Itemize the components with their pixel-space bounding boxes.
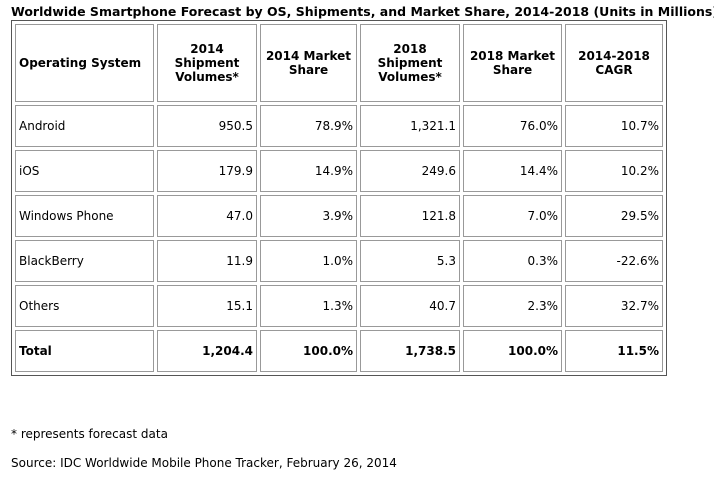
cell: 40.7 [360, 285, 460, 327]
cell: 100.0% [260, 330, 357, 372]
source: Source: IDC Worldwide Mobile Phone Track… [11, 456, 397, 470]
cell: 10.7% [565, 105, 663, 147]
cell: 14.4% [463, 150, 562, 192]
cell: -22.6% [565, 240, 663, 282]
cell: 7.0% [463, 195, 562, 237]
cell: 121.8 [360, 195, 460, 237]
cell: 47.0 [157, 195, 257, 237]
row-label: Android [15, 105, 154, 147]
cell: 32.7% [565, 285, 663, 327]
cell: 29.5% [565, 195, 663, 237]
header-cell: 2014-2018 CAGR [565, 24, 663, 102]
cell: 10.2% [565, 150, 663, 192]
forecast-table: Operating System 2014 Shipment Volumes* 20… [11, 20, 667, 376]
cell: 78.9% [260, 105, 357, 147]
cell: 100.0% [463, 330, 562, 372]
cell: 11.5% [565, 330, 663, 372]
header-cell: 2014 Shipment Volumes* [157, 24, 257, 102]
header-row: Operating System 2014 Shipment Volumes* 20… [15, 24, 663, 102]
row-label: Windows Phone [15, 195, 154, 237]
table-row: Total 1,204.4 100.0% 1,738.5 100.0% 11.5% [15, 330, 663, 372]
header-cell: 2018 Shipment Volumes* [360, 24, 460, 102]
cell: 15.1 [157, 285, 257, 327]
table-row: iOS 179.9 14.9% 249.6 14.4% 10.2% [15, 150, 663, 192]
cell: 1.3% [260, 285, 357, 327]
cell: 76.0% [463, 105, 562, 147]
cell: 14.9% [260, 150, 357, 192]
cell: 0.3% [463, 240, 562, 282]
header-cell: 2014 Market Share [260, 24, 357, 102]
table-row: Android 950.5 78.9% 1,321.1 76.0% 10.7% [15, 105, 663, 147]
cell: 2.3% [463, 285, 562, 327]
row-label: iOS [15, 150, 154, 192]
footnote: * represents forecast data [11, 427, 168, 441]
cell: 1,738.5 [360, 330, 460, 372]
table-row: Windows Phone 47.0 3.9% 121.8 7.0% 29.5% [15, 195, 663, 237]
row-label: BlackBerry [15, 240, 154, 282]
title: Worldwide Smartphone Forecast by OS, Shi… [11, 4, 714, 19]
cell: 249.6 [360, 150, 460, 192]
table-row: Others 15.1 1.3% 40.7 2.3% 32.7% [15, 285, 663, 327]
cell: 1,321.1 [360, 105, 460, 147]
table-row: BlackBerry 11.9 1.0% 5.3 0.3% -22.6% [15, 240, 663, 282]
header-cell: Operating System [15, 24, 154, 102]
cell: 5.3 [360, 240, 460, 282]
cell: 1,204.4 [157, 330, 257, 372]
cell: 1.0% [260, 240, 357, 282]
row-label: Total [15, 330, 154, 372]
header-cell: 2018 Market Share [463, 24, 562, 102]
cell: 950.5 [157, 105, 257, 147]
cell: 11.9 [157, 240, 257, 282]
row-label: Others [15, 285, 154, 327]
cell: 179.9 [157, 150, 257, 192]
cell: 3.9% [260, 195, 357, 237]
